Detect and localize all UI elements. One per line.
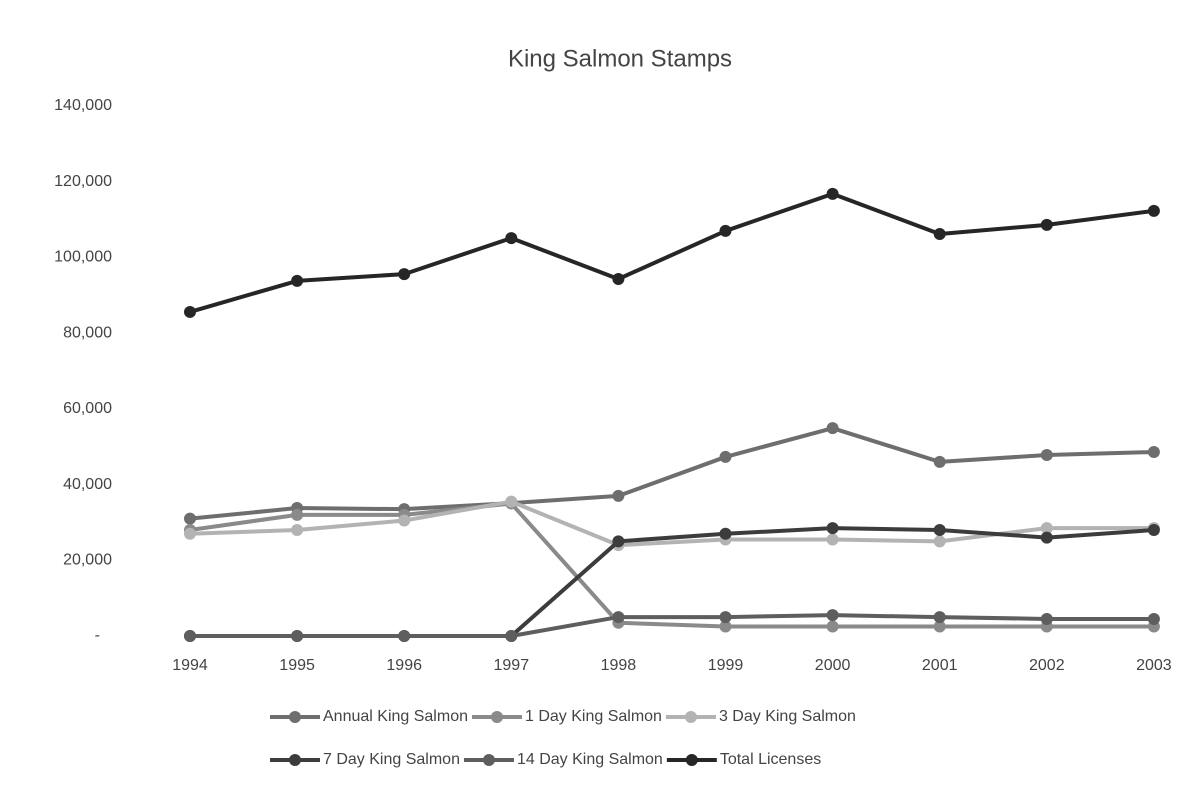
legend-marker <box>482 754 495 766</box>
y-tick-label: 120,000 <box>54 173 112 190</box>
data-point <box>933 455 946 468</box>
data-point <box>719 224 732 237</box>
data-point <box>184 630 196 642</box>
series-line <box>189 191 1155 314</box>
data-point <box>612 611 625 624</box>
data-point <box>826 620 839 633</box>
data-point <box>398 514 411 527</box>
data-point <box>612 273 625 286</box>
data-point <box>826 533 839 546</box>
data-point <box>719 620 732 633</box>
data-point <box>1040 612 1053 625</box>
data-point <box>291 524 304 536</box>
data-point <box>826 609 839 622</box>
x-tick-label: 2002 <box>1029 657 1065 674</box>
data-point <box>933 620 946 633</box>
x-tick-label: 1994 <box>172 657 208 674</box>
y-tick-label: 140,000 <box>54 97 112 114</box>
x-tick-label: 1997 <box>494 657 530 674</box>
data-point <box>1040 218 1053 231</box>
data-point <box>1147 612 1160 625</box>
x-tick-label: 2001 <box>922 657 958 674</box>
data-point <box>291 508 304 521</box>
data-point <box>612 535 625 548</box>
data-point <box>1040 522 1053 535</box>
series-line <box>189 501 1154 629</box>
legend-label: Annual King Salmon <box>323 708 468 725</box>
legend-marker <box>685 754 698 766</box>
data-point <box>505 630 518 642</box>
data-point <box>1147 204 1160 217</box>
series-line <box>189 426 1154 521</box>
data-point <box>184 305 196 318</box>
y-tick-label: 40,000 <box>63 476 112 493</box>
data-point <box>612 489 625 502</box>
legend-marker <box>684 711 697 723</box>
legend-label: 7 Day King Salmon <box>323 751 460 768</box>
x-tick-label: 1998 <box>601 657 637 674</box>
data-point <box>826 522 839 535</box>
x-tick-label: 1996 <box>386 657 422 674</box>
x-tick-label: 2003 <box>1136 657 1172 674</box>
data-point <box>291 274 304 287</box>
series-line <box>190 613 1154 638</box>
x-tick-label: 2000 <box>815 657 851 674</box>
data-point <box>1040 531 1053 544</box>
data-point <box>719 450 732 463</box>
legend-marker <box>289 754 301 766</box>
data-point <box>933 535 946 548</box>
x-tick-label: 1995 <box>279 657 315 674</box>
y-tick-label: 20,000 <box>63 552 112 569</box>
legend-marker <box>289 711 301 723</box>
data-point <box>1147 524 1160 536</box>
data-point <box>398 630 411 642</box>
y-tick-label: 100,000 <box>54 249 112 266</box>
data-point <box>1147 446 1160 459</box>
data-point <box>826 422 839 435</box>
legend-label: 3 Day King Salmon <box>719 708 856 725</box>
data-point <box>184 512 196 525</box>
data-point <box>505 232 518 245</box>
y-tick-label: - <box>95 627 100 644</box>
x-tick-label: 1999 <box>708 657 744 674</box>
legend-marker <box>490 711 503 723</box>
legend-label: 1 Day King Salmon <box>525 708 662 725</box>
y-tick-label: 80,000 <box>63 324 112 341</box>
data-point <box>933 611 946 624</box>
data-point <box>719 611 732 624</box>
data-point <box>933 524 946 536</box>
data-point <box>719 527 732 540</box>
data-point <box>505 495 518 508</box>
data-point <box>184 527 196 540</box>
data-point <box>398 268 411 281</box>
data-point <box>291 630 304 642</box>
data-point <box>933 227 946 240</box>
data-point <box>1040 449 1053 462</box>
legend-label: Total Licenses <box>720 751 821 768</box>
y-tick-label: 60,000 <box>63 400 112 417</box>
legend-label: 14 Day King Salmon <box>517 751 663 768</box>
chart-title: King Salmon Stamps <box>508 45 732 72</box>
data-point <box>826 187 839 200</box>
